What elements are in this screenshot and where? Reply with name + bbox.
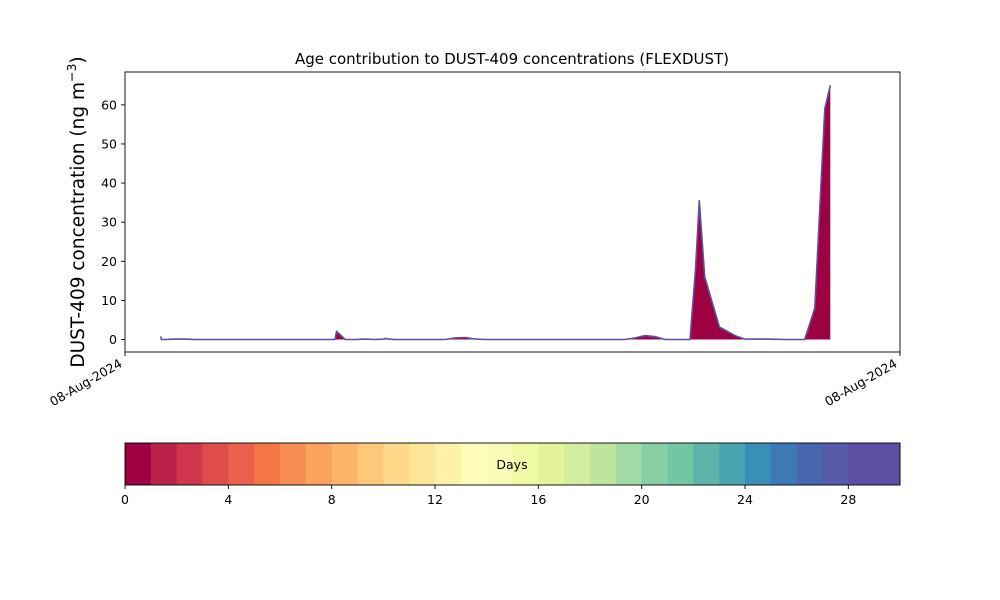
colorbar-segment xyxy=(615,443,643,485)
y-tick-label: 10 xyxy=(101,293,117,308)
colorbar-tick-label: 12 xyxy=(427,492,443,507)
colorbar-segment xyxy=(357,443,384,485)
y-tick-label: 30 xyxy=(101,215,117,230)
colorbar-segment xyxy=(125,443,152,485)
colorbar-tick-label: 0 xyxy=(121,492,129,507)
colorbar-segment xyxy=(305,443,333,485)
colorbar-segment xyxy=(745,443,772,485)
colorbar-segment xyxy=(822,443,849,485)
y-tick-label: 20 xyxy=(101,254,117,269)
colorbar-segment xyxy=(383,443,410,485)
colorbar-segment xyxy=(719,443,746,485)
colorbar-tick-label: 4 xyxy=(224,492,232,507)
colorbar-tick-label: 8 xyxy=(328,492,336,507)
colorbar-segment xyxy=(486,443,513,485)
colorbar-segment xyxy=(435,443,462,485)
colorbar-segment xyxy=(538,443,565,485)
x-tick-label: 08-Aug-2024 xyxy=(822,356,900,409)
series-outline-0 xyxy=(159,85,832,341)
y-tick-label: 0 xyxy=(109,332,117,347)
colorbar-segment xyxy=(770,443,798,485)
colorbar-segment xyxy=(590,443,617,485)
series-area-0 xyxy=(160,85,831,340)
y-axis-label-superscript: −3 xyxy=(64,64,79,82)
colorbar-segment xyxy=(280,443,307,485)
colorbar-tick-label: 24 xyxy=(737,492,753,507)
colorbar-segment xyxy=(641,443,668,485)
colorbar-segment xyxy=(667,443,694,485)
colorbar-segment xyxy=(874,443,901,485)
colorbar-segment xyxy=(693,443,720,485)
colorbar-label: Days xyxy=(496,457,527,472)
colorbar-segment xyxy=(202,443,229,485)
colorbar-frame xyxy=(124,442,901,486)
y-tick-label: 60 xyxy=(101,97,117,112)
colorbar-segment xyxy=(331,443,358,485)
y-axis-label: DUST-409 concentration (ng m−3) xyxy=(64,56,89,367)
y-tick-label: 50 xyxy=(101,136,117,151)
colorbar-tick-label: 16 xyxy=(530,492,546,507)
colorbar-segment xyxy=(460,443,488,485)
colorbar-segment xyxy=(796,443,823,485)
colorbar-segment xyxy=(848,443,875,485)
plot-frame xyxy=(124,71,901,353)
colorbar-segment xyxy=(564,443,591,485)
colorbar-tick-label: 28 xyxy=(840,492,856,507)
colorbar-segment xyxy=(512,443,539,485)
colorbar-tick-label: 20 xyxy=(634,492,650,507)
colorbar: 0 4 8 12 16 20 24 28 xyxy=(121,442,901,507)
colorbar-segment xyxy=(228,443,255,485)
colorbar-segment xyxy=(150,443,178,485)
y-tick-label: 40 xyxy=(101,176,117,191)
colorbar-segment xyxy=(176,443,203,485)
colorbar-segment xyxy=(254,443,281,485)
chart-title: Age contribution to DUST-409 concentrati… xyxy=(295,50,729,68)
colorbar-segment xyxy=(409,443,436,485)
